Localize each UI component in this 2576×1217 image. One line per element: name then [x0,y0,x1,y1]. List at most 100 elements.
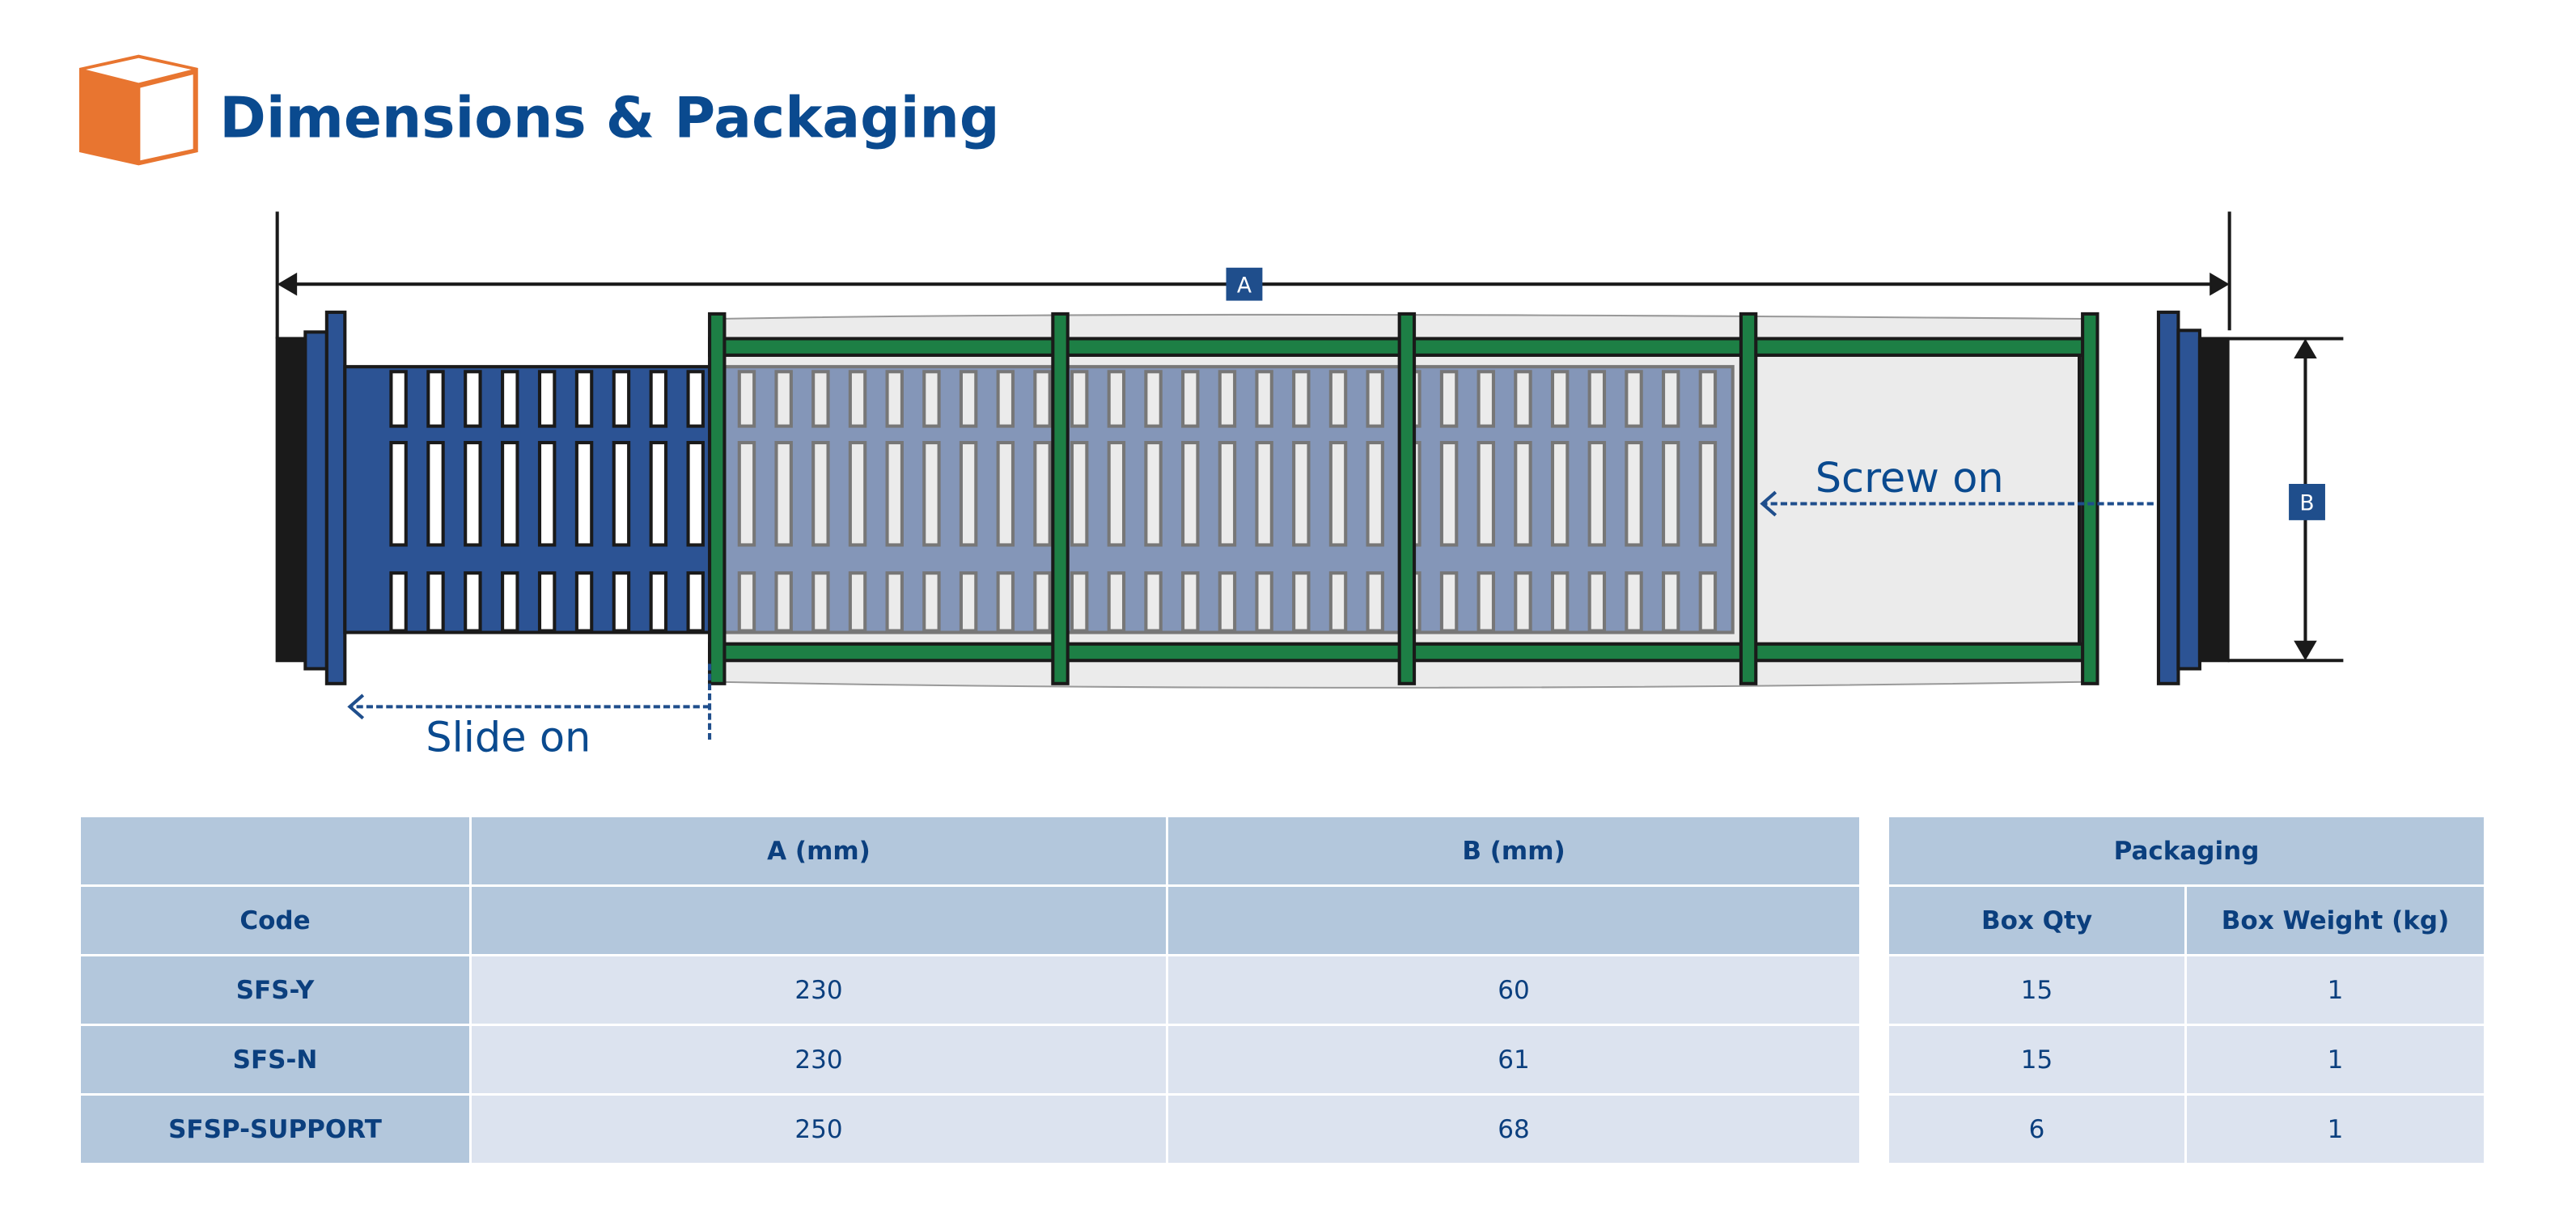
slot [811,571,830,633]
slot [1292,571,1311,633]
table-cell: 230 [472,1026,1166,1093]
packaging-table: Packaging Box Qty Box Weight (kg) 15 1 1… [1889,817,2484,1163]
slot [1181,440,1200,547]
slot [885,571,904,633]
slot [426,440,445,547]
slot [1587,571,1607,633]
slot [1255,370,1273,428]
slot [848,571,867,633]
slot [389,571,408,633]
slot [1439,370,1459,428]
slot [501,571,519,633]
table-subheader: Code [81,887,469,954]
cage-post [708,312,727,685]
slot [1144,370,1163,428]
slot [649,370,668,428]
right-end-cap [2156,310,2230,685]
slot [1514,440,1532,547]
slot [1698,440,1718,547]
slot [1661,370,1680,428]
code-cell: SFS-N [81,1026,469,1093]
cage-post [1051,312,1070,685]
slot [922,571,941,633]
slot [1218,440,1237,547]
box-icon [78,54,198,166]
dimension-b [2227,337,2344,663]
slot [922,370,941,428]
table-cell: 1 [2187,956,2484,1024]
table-subheader [472,887,1166,954]
slot [1698,370,1718,428]
slot [464,571,482,633]
slot [649,571,668,633]
slot [1181,571,1200,633]
slot [1107,440,1126,547]
slot [501,440,519,547]
slot [1255,571,1273,633]
slot [959,370,978,428]
table-subheader [1168,887,1859,954]
slot [649,440,668,547]
slot [1033,370,1052,428]
slot [1107,370,1126,428]
slot [1328,370,1348,428]
slot [737,571,756,633]
slot [1625,370,1643,428]
slot [1661,571,1680,633]
slot [885,440,904,547]
slot [1477,370,1495,428]
slot [996,440,1015,547]
slot [1033,440,1052,547]
table-cell: 250 [472,1096,1166,1163]
slot [574,571,594,633]
table-header: B (mm) [1168,817,1859,884]
slot [1550,370,1570,428]
slot [686,440,705,547]
slot [774,370,793,428]
slot [426,571,445,633]
table-cell: 230 [472,956,1166,1024]
screw-on-label: Screw on [1815,455,2004,502]
dimension-a-label: A [1237,273,1252,298]
slot [774,440,793,547]
table-subheader: Box Weight (kg) [2187,887,2484,954]
slot [922,440,941,547]
table-header: Packaging [1889,817,2484,884]
slot [811,370,830,428]
table-header [81,817,469,884]
support-cage [708,312,2099,685]
table-header: A (mm) [472,817,1166,884]
slot [1625,571,1643,633]
slot [1144,440,1163,547]
cage-post [2081,312,2099,685]
slot [1328,571,1348,633]
slot [1107,571,1126,633]
table-cell: 1 [2187,1026,2484,1093]
slot [1587,370,1607,428]
slot [1255,440,1273,547]
cage-post [1739,312,1758,685]
slot [1661,440,1680,547]
slot [537,440,557,547]
page-title: Dimensions & Packaging [219,87,999,151]
slot [1477,440,1495,547]
slot [537,571,557,633]
slot [501,370,519,428]
slot [1292,370,1311,428]
slot [1218,571,1237,633]
slot [1366,370,1384,428]
left-end-cap [275,310,347,685]
slot [1550,571,1570,633]
slot [848,440,867,547]
slot [1033,571,1052,633]
slot [1587,440,1607,547]
slot [537,370,557,428]
table-cell: 61 [1168,1026,1859,1093]
slot [1328,440,1348,547]
table-cell: 15 [1889,956,2184,1024]
code-cell: SFSP-SUPPORT [81,1096,469,1163]
slot [848,370,867,428]
slot [1477,571,1495,633]
slot [426,370,445,428]
